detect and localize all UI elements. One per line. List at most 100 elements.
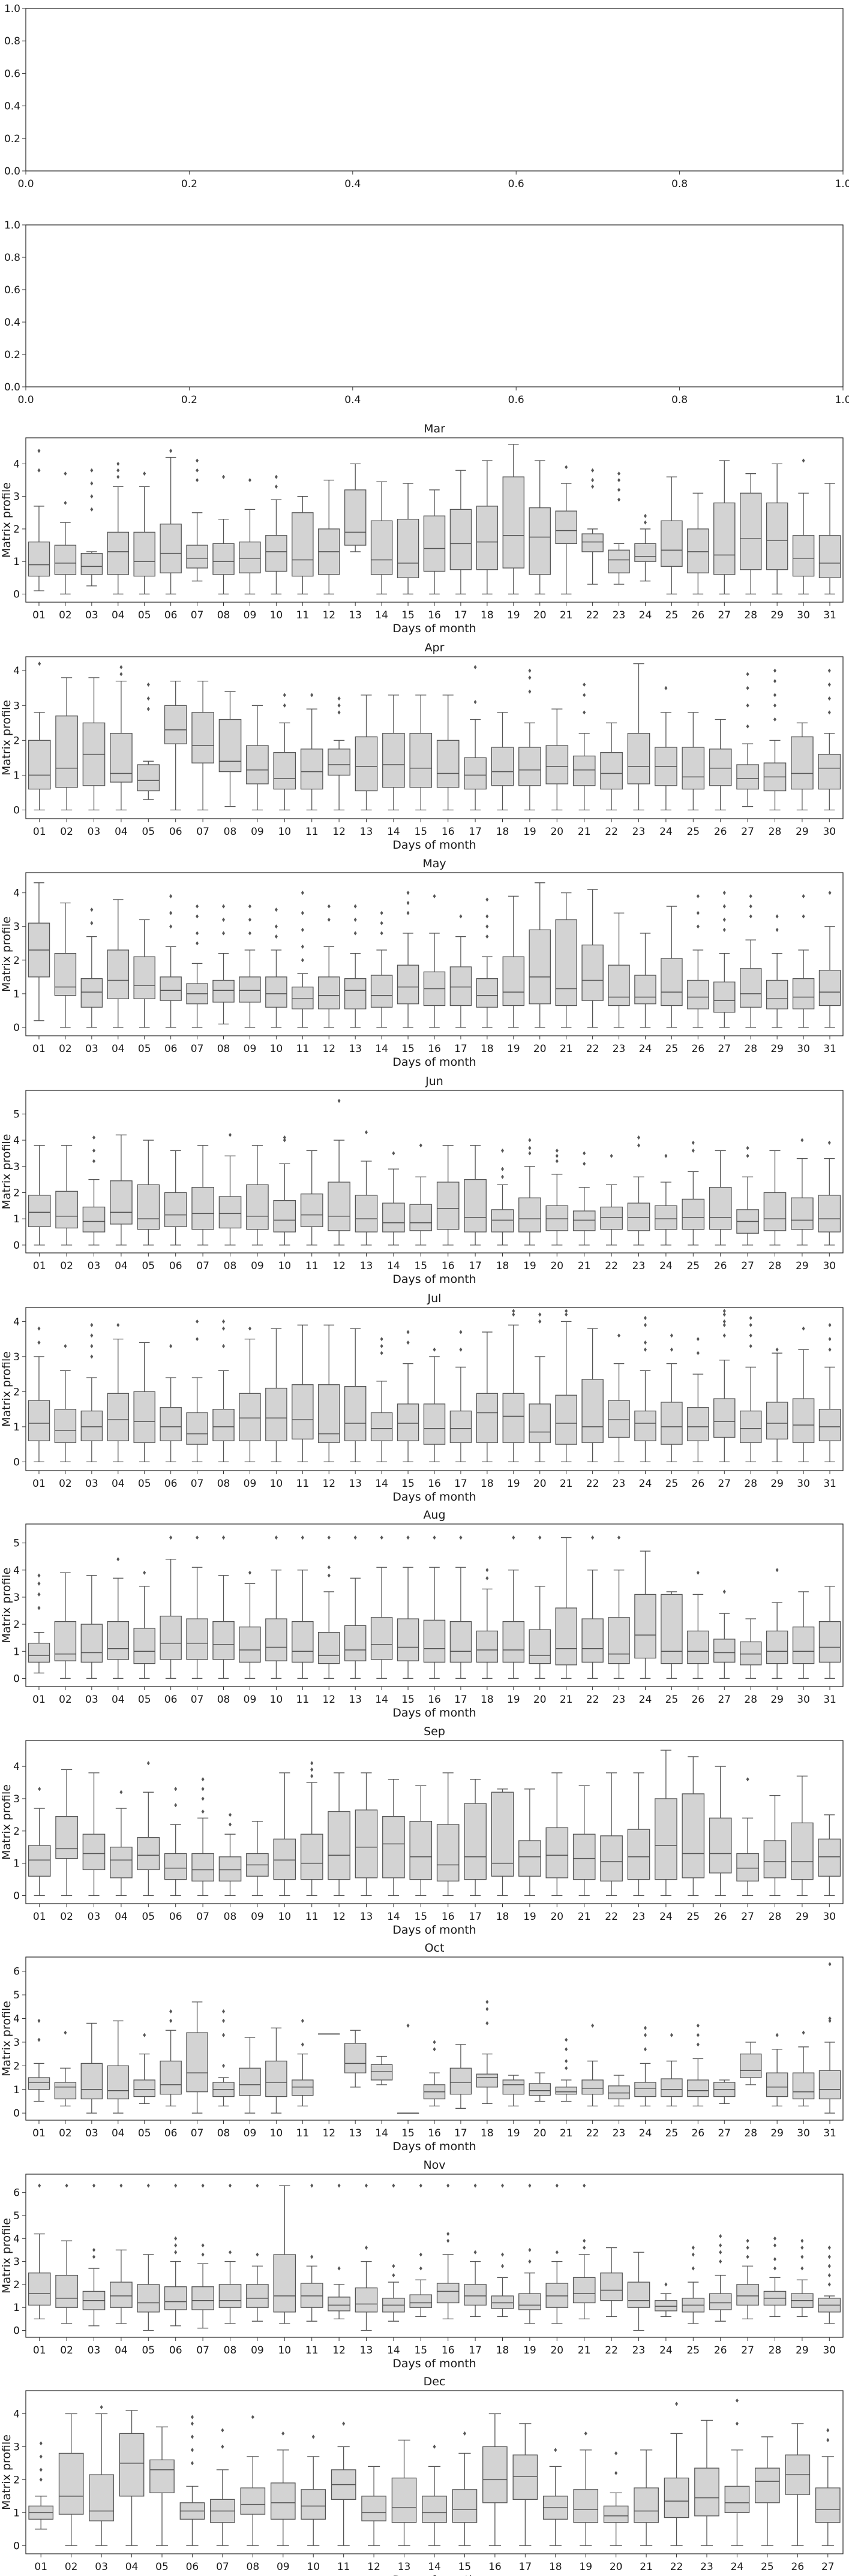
outlier-point xyxy=(327,1535,331,1540)
x-tick-label: 13 xyxy=(360,1260,373,1272)
x-tick-label: 10 xyxy=(270,609,283,621)
outlier-point xyxy=(675,2401,679,2406)
box-day-11 xyxy=(292,1324,314,1463)
outlier-point xyxy=(433,2040,436,2045)
x-tick-label: 28 xyxy=(769,1911,782,1923)
x-tick-label: 27 xyxy=(741,826,754,838)
box-day-11 xyxy=(300,2183,323,2322)
outlier-point xyxy=(722,1333,726,1338)
outlier-point xyxy=(528,1151,532,1156)
box-day-26 xyxy=(687,492,709,595)
box-day-19 xyxy=(502,1535,525,1679)
y-tick-label: 4 xyxy=(13,2408,20,2420)
iqr-box xyxy=(328,2297,350,2312)
x-tick-label: 29 xyxy=(770,1694,784,1706)
iqr-box xyxy=(110,1847,133,1878)
iqr-box xyxy=(246,2284,269,2308)
outlier-point xyxy=(90,1322,94,1327)
x-tick-label: 28 xyxy=(769,826,782,838)
x-tick-label: 16 xyxy=(488,2561,502,2573)
y-tick-label: 2 xyxy=(13,2279,20,2291)
iqr-box xyxy=(555,1394,577,1445)
x-tick-label: 21 xyxy=(578,1911,591,1923)
iqr-box xyxy=(246,745,269,784)
chart-title: Oct xyxy=(425,1941,445,1955)
outlier-point xyxy=(37,2018,41,2023)
outlier-point xyxy=(100,2404,103,2409)
box-day-02 xyxy=(58,2413,84,2546)
x-tick-label: 21 xyxy=(578,1260,591,1272)
iqr-box xyxy=(328,1811,350,1880)
box-day-14 xyxy=(382,2183,405,2322)
outlier-point xyxy=(301,2042,304,2047)
x-tick-label: 24 xyxy=(639,1043,652,1055)
box-day-10 xyxy=(273,1772,296,1896)
outlier-point xyxy=(749,1333,752,1338)
box-day-06 xyxy=(160,449,182,595)
y-tick-label: 0.4 xyxy=(4,101,20,113)
box-day-11 xyxy=(292,891,314,1028)
box-day-27 xyxy=(815,2428,841,2546)
box-day-22 xyxy=(600,2247,623,2318)
iqr-box xyxy=(55,2274,78,2308)
iqr-box xyxy=(397,964,419,1005)
x-tick-label: 15 xyxy=(401,1478,415,1490)
iqr-box xyxy=(160,2060,182,2095)
outlier-point xyxy=(327,918,331,922)
x-tick-label: 0.2 xyxy=(181,178,197,190)
iqr-box xyxy=(763,1192,787,1231)
box-day-21 xyxy=(555,2037,577,2102)
x-tick-label: 08 xyxy=(217,1478,230,1490)
outlier-point xyxy=(501,2264,504,2268)
outlier-point xyxy=(691,2266,695,2271)
iqr-box xyxy=(572,1210,596,1231)
outlier-point xyxy=(169,449,173,453)
outlier-point xyxy=(617,497,621,502)
y-tick-label: 0 xyxy=(13,1240,20,1252)
x-tick-label: 21 xyxy=(560,1043,573,1055)
outlier-point xyxy=(222,904,226,909)
box-day-14 xyxy=(382,695,405,811)
outlier-point xyxy=(749,1322,752,1327)
x-tick-label: 15 xyxy=(401,2127,415,2139)
outlier-point xyxy=(485,924,489,929)
iqr-box xyxy=(491,1792,514,1877)
outlier-point xyxy=(773,2236,776,2241)
box-day-07 xyxy=(186,1319,208,1463)
outlier-point xyxy=(222,1343,226,1348)
y-axis-label: Matrix profile xyxy=(0,2001,13,2076)
iqr-box xyxy=(682,1793,705,1878)
outlier-point xyxy=(146,2183,150,2188)
iqr-box xyxy=(766,1630,788,1664)
outlier-point xyxy=(90,1343,94,1348)
x-tick-label: 31 xyxy=(823,1694,836,1706)
y-tick-label: 5 xyxy=(13,1538,20,1550)
outlier-point xyxy=(827,1140,831,1145)
outlier-point xyxy=(749,904,752,909)
iqr-box xyxy=(318,1384,340,1443)
box-day-09 xyxy=(239,1570,261,1679)
x-tick-label: 24 xyxy=(659,2344,673,2356)
outlier-point xyxy=(406,2023,410,2028)
iqr-box xyxy=(694,2467,719,2517)
x-tick-label: 18 xyxy=(496,826,509,838)
x-tick-label: 15 xyxy=(414,1260,427,1272)
outlier-point xyxy=(773,693,776,698)
box-day-18 xyxy=(542,2448,568,2546)
box-day-28 xyxy=(763,1150,787,1246)
outlier-point xyxy=(119,665,123,669)
box-day-01 xyxy=(28,2183,51,2320)
x-tick-label: 10 xyxy=(270,1694,283,1706)
y-tick-label: 0.2 xyxy=(4,133,20,145)
box-day-19 xyxy=(502,895,525,1028)
x-tick-label: 14 xyxy=(387,2344,400,2356)
x-tick-label: 14 xyxy=(428,2561,441,2573)
x-axis-label: Days of month xyxy=(392,1706,476,1720)
x-tick-label: 22 xyxy=(586,1694,599,1706)
outlier-point xyxy=(406,900,410,905)
iqr-box xyxy=(80,1410,103,1441)
box-day-23 xyxy=(694,2419,719,2546)
x-tick-label: 14 xyxy=(375,1478,388,1490)
